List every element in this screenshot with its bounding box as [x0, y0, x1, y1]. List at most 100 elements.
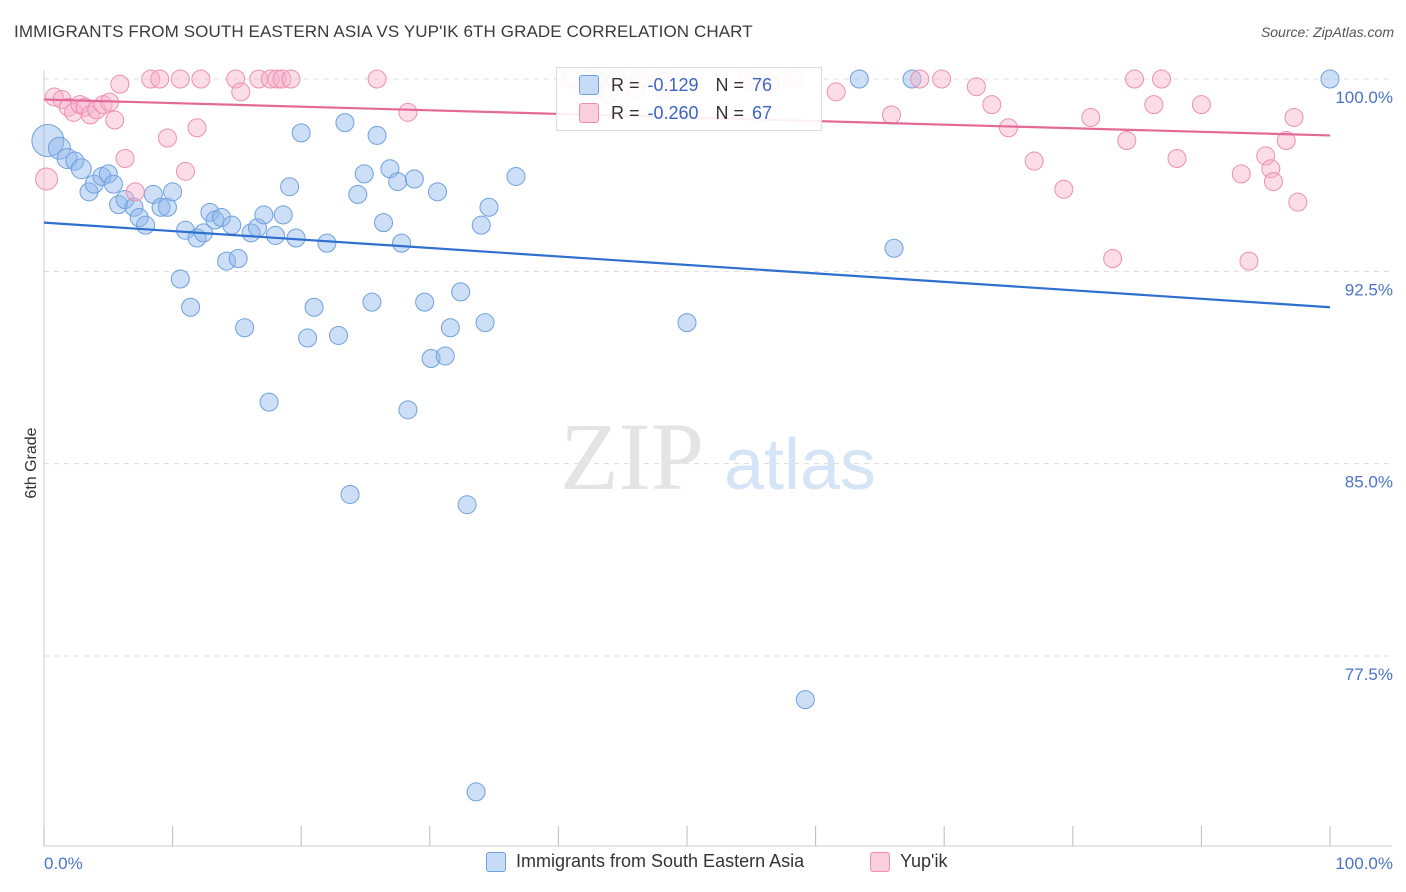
data-point [1117, 131, 1137, 151]
legend-item-immigrants[interactable]: Immigrants from South Eastern Asia [486, 851, 804, 872]
data-point [457, 495, 477, 515]
data-point [304, 297, 324, 317]
data-point [259, 392, 279, 412]
legend-swatch-pink [870, 851, 890, 872]
legend-swatch-pink [579, 103, 599, 123]
data-point [398, 102, 418, 122]
legend-row-yupik: R = -0.260 N = 67 [579, 99, 772, 127]
data-point [211, 207, 231, 227]
data-point [328, 325, 348, 345]
data-point [35, 167, 59, 191]
data-point [317, 233, 337, 253]
data-point [1144, 95, 1164, 115]
data-point [70, 158, 92, 180]
data-point [404, 169, 424, 189]
n-label: N = [715, 102, 745, 123]
legend-swatch-blue [579, 75, 599, 95]
legend-item-yupik[interactable]: Yup'ik [870, 851, 947, 872]
data-point [392, 233, 412, 253]
data-point [80, 105, 100, 125]
data-point [170, 69, 190, 89]
data-point [157, 128, 177, 148]
data-point [795, 690, 815, 710]
data-point [163, 182, 183, 202]
data-point [109, 195, 129, 215]
data-point [428, 182, 448, 202]
data-point [151, 197, 171, 217]
y-tick-label: 92.5% [1345, 280, 1393, 299]
data-point [103, 174, 123, 194]
data-point [677, 313, 697, 333]
data-point [44, 87, 64, 107]
data-point [298, 328, 318, 348]
data-point [1167, 148, 1187, 168]
data-point [1263, 172, 1283, 192]
legend-label: Immigrants from South Eastern Asia [516, 851, 805, 871]
data-point [367, 125, 387, 145]
data-point [1024, 151, 1044, 171]
data-point [388, 172, 408, 192]
data-point [115, 148, 135, 168]
x-tick-label: 0.0% [44, 854, 83, 873]
data-point [506, 166, 526, 186]
data-point [479, 197, 499, 217]
grid-lines [44, 78, 1392, 657]
data-point [881, 105, 901, 125]
correlation-legend: R = -0.129 N = 76 R = -0.260 N = 67 [556, 67, 822, 131]
series-legend: Immigrants from South Eastern Asia Yup'i… [0, 851, 1406, 877]
watermark-atlas: atlas [724, 425, 876, 505]
data-point [354, 164, 374, 184]
data-point [110, 74, 130, 94]
data-point [1054, 179, 1074, 199]
data-point [966, 77, 986, 97]
y-tick-label: 85.0% [1345, 473, 1393, 492]
data-point [291, 123, 311, 143]
data-point [31, 124, 65, 158]
data-point [228, 249, 248, 269]
data-point [435, 346, 455, 366]
data-point [999, 118, 1018, 138]
data-point [1256, 146, 1276, 166]
data-point [374, 213, 394, 233]
data-point [1276, 131, 1296, 151]
data-point [910, 69, 930, 89]
data-point [84, 174, 104, 194]
data-point [170, 269, 190, 289]
y-axis-label: 6th Grade [23, 427, 40, 498]
data-point [362, 292, 382, 312]
data-point [226, 69, 246, 89]
data-point [254, 205, 274, 225]
data-point [466, 782, 486, 802]
y-tick-label: 100.0% [1335, 88, 1393, 107]
chart-title: IMMIGRANTS FROM SOUTH EASTERN ASIA VS YU… [14, 22, 753, 41]
data-point [273, 205, 293, 225]
trend-line [43, 221, 1331, 309]
data-point [217, 251, 237, 271]
r-label: R = [611, 74, 640, 95]
data-point [340, 484, 360, 504]
data-point [280, 177, 300, 197]
watermark: ZIP atlas [560, 403, 876, 510]
data-point [348, 184, 368, 204]
data-point [1125, 69, 1145, 89]
data-point [1284, 107, 1304, 127]
data-point [335, 113, 355, 133]
data-point [235, 318, 255, 338]
y-tick-label: 77.5% [1345, 665, 1393, 684]
data-point [982, 95, 1002, 115]
data-point [105, 110, 125, 130]
data-point [471, 215, 491, 235]
legend-row-immigrants: R = -0.129 N = 76 [579, 71, 772, 99]
data-point [58, 97, 78, 117]
data-point [415, 292, 435, 312]
data-point [98, 164, 118, 184]
data-point [265, 225, 285, 245]
data-point [136, 215, 156, 235]
data-point [1081, 107, 1101, 127]
data-point [1231, 164, 1251, 184]
n-label: N = [715, 74, 745, 95]
data-point [1152, 69, 1172, 89]
r-label: R = [611, 102, 640, 123]
watermark-zip: ZIP [560, 403, 704, 510]
